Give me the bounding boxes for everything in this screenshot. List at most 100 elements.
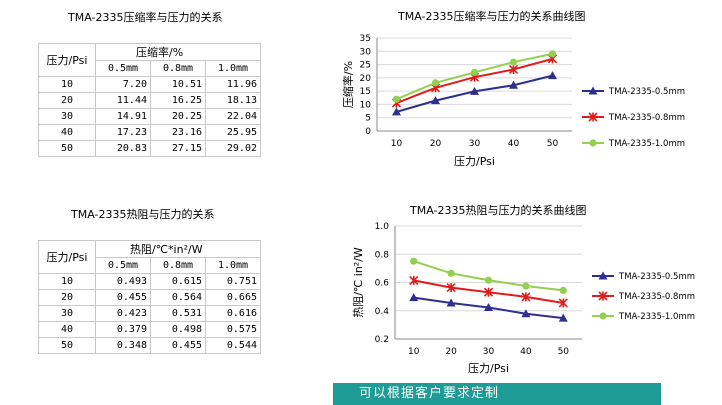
table1-value-header: 压缩率/% [95,43,261,61]
table2-col-header: 1.0mm [205,257,261,274]
y-tick-label: 0.6 [375,279,390,289]
data-point [509,80,518,89]
value-cell: 23.16 [150,124,206,141]
thermal-resistance-chart: TMA-2335热阻与压力的关系曲线图 0.2 0.4 0.6 0.8 1.0 10 20 30… [352,203,695,375]
pressure-cell: 40 [38,124,96,141]
value-cell: 0.751 [205,273,261,290]
customization-banner: 可以根据客户要求定制 [333,383,661,405]
series-line [413,260,564,292]
legend-label: TMA-2335-0.8mm [608,113,685,123]
data-point [470,86,479,95]
y-tick-label: 25 [360,61,371,71]
x-tick-label: 30 [469,139,481,149]
table-row: 20 11.44 16.25 18.13 [38,92,261,109]
legend-item: TMA-2335-0.8mm [592,291,695,302]
table1-col-header: 0.8mm [150,60,206,77]
legend-item: TMA-2335-0.8mm [582,112,685,123]
legend-label: TMA-2335-0.5mm [618,272,695,282]
data-point [548,71,557,80]
pressure-cell: 20 [38,92,96,109]
data-point [431,79,440,87]
data-point [483,287,494,297]
pressure-cell: 10 [38,273,96,290]
thermal-resistance-table: 压力/Psi 热阻/℃*in²/W 0.5mm 0.8mm 1.0mm 10 0.… [38,240,261,354]
table1-col-header: 1.0mm [205,60,261,77]
x-tick-label: 10 [408,347,420,357]
table-row: 10 0.493 0.615 0.751 [38,273,261,290]
table2-col-header: 0.8mm [150,257,206,274]
x-tick-label: 10 [391,139,403,149]
value-cell: 0.575 [205,321,261,338]
x-tick-label: 50 [558,347,570,357]
data-point [484,276,493,284]
y-tick-label: 35 [360,34,371,44]
data-point [598,271,608,280]
value-cell: 16.25 [150,92,206,109]
table1-row-header: 压力/Psi [38,43,96,77]
legend-label: TMA-2335-1.0mm [608,139,685,149]
data-point [588,86,598,95]
value-cell: 11.44 [95,92,151,109]
pressure-cell: 20 [38,289,96,306]
table-row: 10 7.20 10.51 11.96 [38,76,261,93]
value-cell: 0.564 [150,289,206,306]
table1-col-header: 0.5mm [95,60,151,77]
table-row: 30 14.91 20.25 22.04 [38,108,261,125]
legend-item: TMA-2335-1.0mm [592,312,695,322]
legend-item: TMA-2335-0.5mm [592,271,695,282]
data-point [559,286,567,295]
value-cell: 14.91 [95,108,151,125]
value-cell: 27.15 [150,140,206,157]
table2-col-header: 0.5mm [95,257,151,274]
x-tick-label: 20 [445,347,457,357]
value-cell: 0.665 [205,289,261,306]
series-1 [409,275,568,308]
x-axis-label: 压力/Psi [454,155,495,168]
chart-title: TMA-2335压缩率与压力的关系曲线图 [397,9,585,23]
table1-title: TMA-2335压缩率与压力的关系 [68,11,223,24]
compression-chart: TMA-2335压缩率与压力的关系曲线图 0 5 10 15 20 25 30 35 10 20 30… [341,9,685,168]
y-tick-label: 0.4 [375,307,390,317]
table2-row-header: 压力/Psi [38,240,96,274]
data-point [548,50,557,58]
value-cell: 0.493 [95,273,151,290]
data-point [521,309,531,318]
value-cell: 0.544 [205,337,261,354]
data-point [409,275,419,285]
data-point [509,58,518,66]
data-point [508,64,519,75]
table-row: 30 0.423 0.531 0.616 [38,305,261,322]
y-tick-label: 5 [365,114,371,124]
y-tick-label: 0.2 [375,335,389,345]
value-cell: 0.498 [150,321,206,338]
value-cell: 20.25 [150,108,206,125]
table-row: 40 17.23 23.16 25.95 [38,124,261,141]
series-0 [409,293,568,322]
value-cell: 0.615 [150,273,206,290]
value-cell: 11.96 [205,76,261,93]
legend-item: TMA-2335-1.0mm [582,139,685,149]
table2-title: TMA-2335热阻与压力的关系 [71,208,215,221]
data-point [431,96,440,105]
table-row: 50 20.83 27.15 29.02 [38,140,261,157]
pressure-cell: 50 [38,140,96,157]
value-cell: 0.455 [95,289,151,306]
x-tick-label: 40 [508,139,520,149]
y-tick-label: 0.8 [375,250,390,260]
data-point [588,112,598,122]
table2-value-header: 热阻/℃*in²/W [95,240,261,258]
y-tick-label: 0 [365,127,371,137]
series-2 [392,50,557,103]
y-axis-label: 热阻/℃ in²/W [352,247,365,318]
y-axis-label: 压缩率/% [341,61,355,108]
value-cell: 0.379 [95,321,151,338]
legend-label: TMA-2335-1.0mm [618,312,695,322]
pressure-cell: 30 [38,305,96,322]
y-tick-label: 20 [360,74,372,84]
series-0 [392,71,557,116]
value-cell: 17.23 [95,124,151,141]
value-cell: 0.616 [205,305,261,322]
data-point [522,282,530,290]
y-tick-label: 10 [360,100,372,110]
data-point [392,107,401,116]
